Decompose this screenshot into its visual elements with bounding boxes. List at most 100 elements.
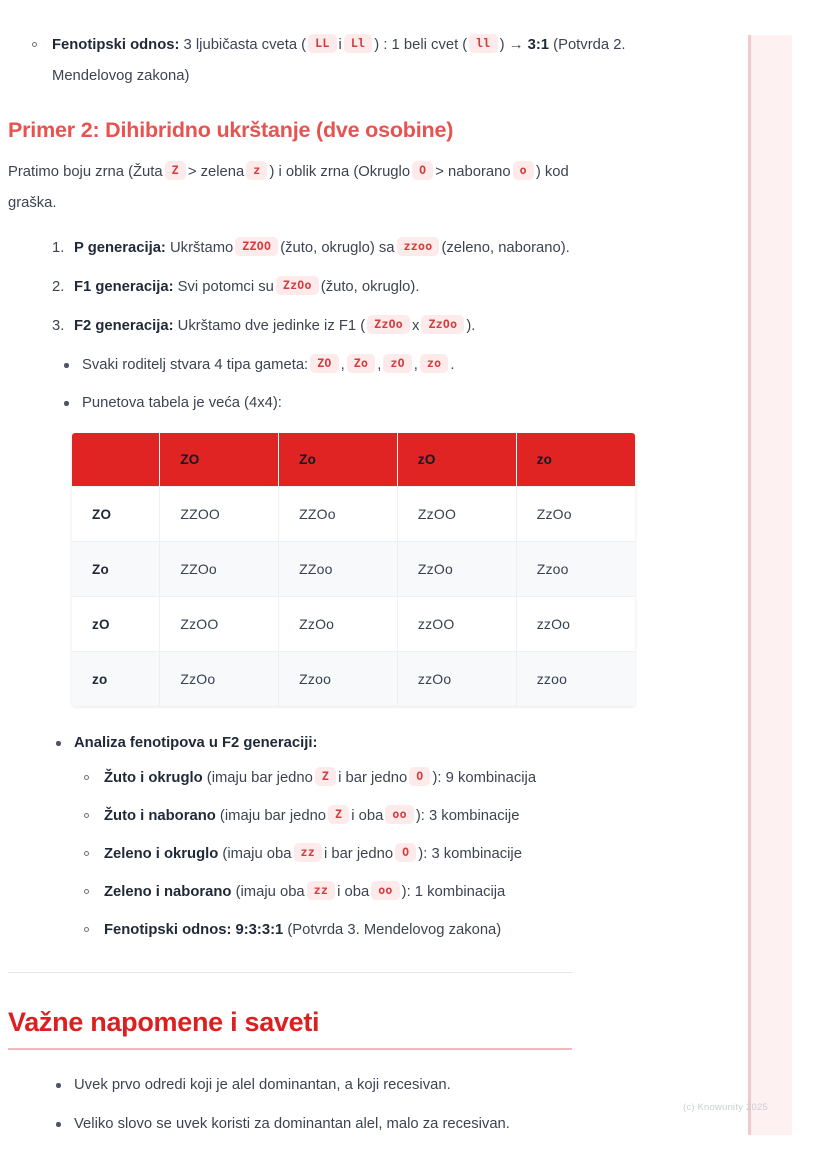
table-header-cell-zO: zO [397, 433, 517, 487]
text-fragment: i oba [351, 808, 384, 824]
text-fragment: (žuto, okruglo) sa [280, 240, 395, 256]
table-row: ZO ZZOO ZZOo ZzOO ZzOo [72, 486, 635, 542]
genotype-chip-zzoo: zzoo [396, 237, 440, 256]
table-body: ZO ZZOO ZZOo ZzOO ZzOo Zo ZZOo ZZoo ZzOo… [72, 486, 635, 706]
text-fragment: > zelena [187, 164, 245, 180]
allele-chip-O: O [395, 843, 417, 862]
table-cell: ZzOo [516, 486, 635, 542]
list-item-analysis-2: Zeleno i okruglo (imaju oba zz i bar jedno… [48, 839, 608, 870]
list-item-analysis-title: Analiza fenotipova u F2 generaciji: [48, 728, 608, 759]
text-fragment: (zeleno, naborano). [441, 240, 570, 256]
document-content: Fenotipski odnos: 3 ljubičasta cveta (LL… [0, 30, 700, 1140]
intro-paragraph: Pratimo boju zrna (Žuta Z > zelena z) i obl… [8, 157, 586, 219]
allele-chip-o: o [512, 161, 534, 180]
list-item-gametes: Svaki roditelj stvara 4 tipa gameta: ZO, Z… [30, 350, 590, 381]
analysis-list: Analiza fenotipova u F2 generaciji: Žuto… [48, 728, 608, 946]
table-cell: zzOo [397, 651, 517, 706]
table-header-cell-ZO: ZO [159, 433, 280, 487]
allele-chip-z: z [246, 161, 268, 180]
table-cell: ZzOO [397, 486, 517, 542]
table-cell: ZzOo [278, 596, 398, 652]
table-row-header: zo [72, 651, 161, 706]
allele-chip-zz: zz [293, 843, 322, 862]
table-header-cell-corner [72, 433, 161, 487]
separator: , [340, 357, 345, 373]
step-label: F2 generacija: [74, 318, 174, 334]
table-row-header: zO [72, 596, 161, 652]
gamete-chip-Zo: Zo [346, 354, 376, 373]
phenotype-label: Žuto i okruglo [104, 770, 203, 786]
text-fragment: Ukrštamo dve jedinke iz F1 ( [177, 318, 366, 334]
table-row: zO ZzOO ZzOo zzOO zzOo [72, 596, 635, 652]
table-header-cell-zo: zo [516, 433, 635, 487]
phenotype-label: Žuto i naborano [104, 808, 216, 824]
text-fragment: 3 ljubičasta cveta ( [183, 37, 307, 53]
table-header: ZO Zo zO zo [72, 433, 635, 487]
allele-chip-O: O [409, 767, 431, 786]
text-fragment: (Potvrda 2. Mendelovog zakona) [52, 37, 626, 84]
table-cell: ZZOO [159, 486, 280, 542]
table-cell: zzOo [516, 596, 635, 652]
table-row-header: Zo [72, 541, 161, 597]
analysis-title: Analiza fenotipova u F2 generaciji: [74, 735, 318, 751]
table-header-row: ZO Zo zO zo [72, 433, 635, 487]
text-fragment: (Potvrda 3. Mendelovog zakona) [287, 922, 502, 938]
list-item-analysis-3: Zeleno i naborano (imaju oba zz i oba oo): … [48, 877, 608, 908]
list-item-step-1: 1. P generacija: Ukrštamo ZZOO (žuto, okru… [48, 233, 588, 264]
step-number: 1. [52, 240, 65, 256]
fenotipski-odnos-label: Fenotipski odnos: [52, 37, 180, 53]
list-item-analysis-ratio: Fenotipski odnos: 9:3:3:1 (Potvrda 3. Me… [48, 915, 608, 946]
list-item-step-2: 2. F1 generacija: Svi potomci su ZzOo (žut… [48, 272, 588, 303]
top-bullet-list: Fenotipski odnos: 3 ljubičasta cveta (LL… [0, 30, 700, 92]
allele-chip-Ll: Ll [343, 34, 373, 53]
separator: , [377, 357, 382, 373]
text-fragment: Ukrštamo [169, 240, 234, 256]
allele-chip-Z: Z [164, 161, 186, 180]
table-cell: Zzoo [278, 651, 398, 706]
allele-chip-oo: oo [371, 881, 400, 900]
genotype-chip-ZzOo: ZzOo [275, 276, 319, 295]
gametes-label: Svaki roditelj stvara 4 tipa gameta: [82, 357, 309, 373]
text-fragment: ): 3 kombinacije [415, 808, 520, 824]
allele-chip-oo: oo [385, 805, 414, 824]
phenotype-label: Zeleno i okruglo [104, 846, 219, 862]
text-fragment: Pratimo boju zrna (Žuta [8, 164, 163, 180]
allele-chip-LL: LL [308, 34, 337, 53]
fenotipski-odnos-ratio: Fenotipski odnos: 9:3:3:1 [104, 922, 284, 938]
gamete-chip-zo: zo [419, 354, 449, 373]
genotype-chip-ZZOO: ZZOO [235, 237, 279, 256]
table-row-header: ZO [72, 486, 161, 542]
allele-chip-zz: zz [306, 881, 336, 900]
table-cell: Zzoo [516, 541, 635, 597]
table-cell: zzOO [397, 596, 517, 652]
text-fragment: ): 1 kombinacija [401, 884, 506, 900]
text-fragment: i bar jedno [338, 770, 408, 786]
text-fragment: ): 9 kombinacija [432, 770, 537, 786]
text-fragment: (žuto, okruglo). [320, 279, 420, 295]
step-label: F1 generacija: [74, 279, 174, 295]
table-cell: zzoo [516, 651, 635, 706]
text-fragment: (imaju bar jedno [219, 808, 327, 824]
table-cell: ZzOo [397, 541, 517, 597]
gamete-chip-zO: zO [383, 354, 412, 373]
section-heading-primer-2: Primer 2: Dihibridno ukrštanje (dve osob… [8, 118, 454, 142]
text-fragment: ) : 1 beli cvet ( [374, 37, 468, 53]
genotype-chip-ZzOo-parent-1: ZzOo [367, 315, 411, 334]
genotype-chip-ZzOo-parent-2: ZzOo [421, 315, 465, 334]
list-item-step-3: 3. F2 generacija: Ukrštamo dve jedinke i… [48, 311, 588, 342]
step-number: 3. [52, 318, 65, 334]
text-fragment: i oba [337, 884, 370, 900]
section-heading-vazne-napomene: Važne napomene i saveti [8, 1007, 320, 1037]
step-label: P generacija: [74, 240, 166, 256]
text-fragment: Svi potomci su [177, 279, 274, 295]
tips-list: Uvek prvo odredi koji je alel dominantan… [48, 1070, 608, 1140]
table-cell: ZZoo [278, 541, 398, 597]
text-fragment: i bar jedno [323, 846, 394, 862]
table-cell: ZzOO [159, 596, 280, 652]
step-number: 2. [52, 279, 65, 295]
text-fragment: (imaju bar jedno [206, 770, 313, 786]
decorative-right-stripe [748, 35, 792, 1135]
separator: , [413, 357, 418, 373]
